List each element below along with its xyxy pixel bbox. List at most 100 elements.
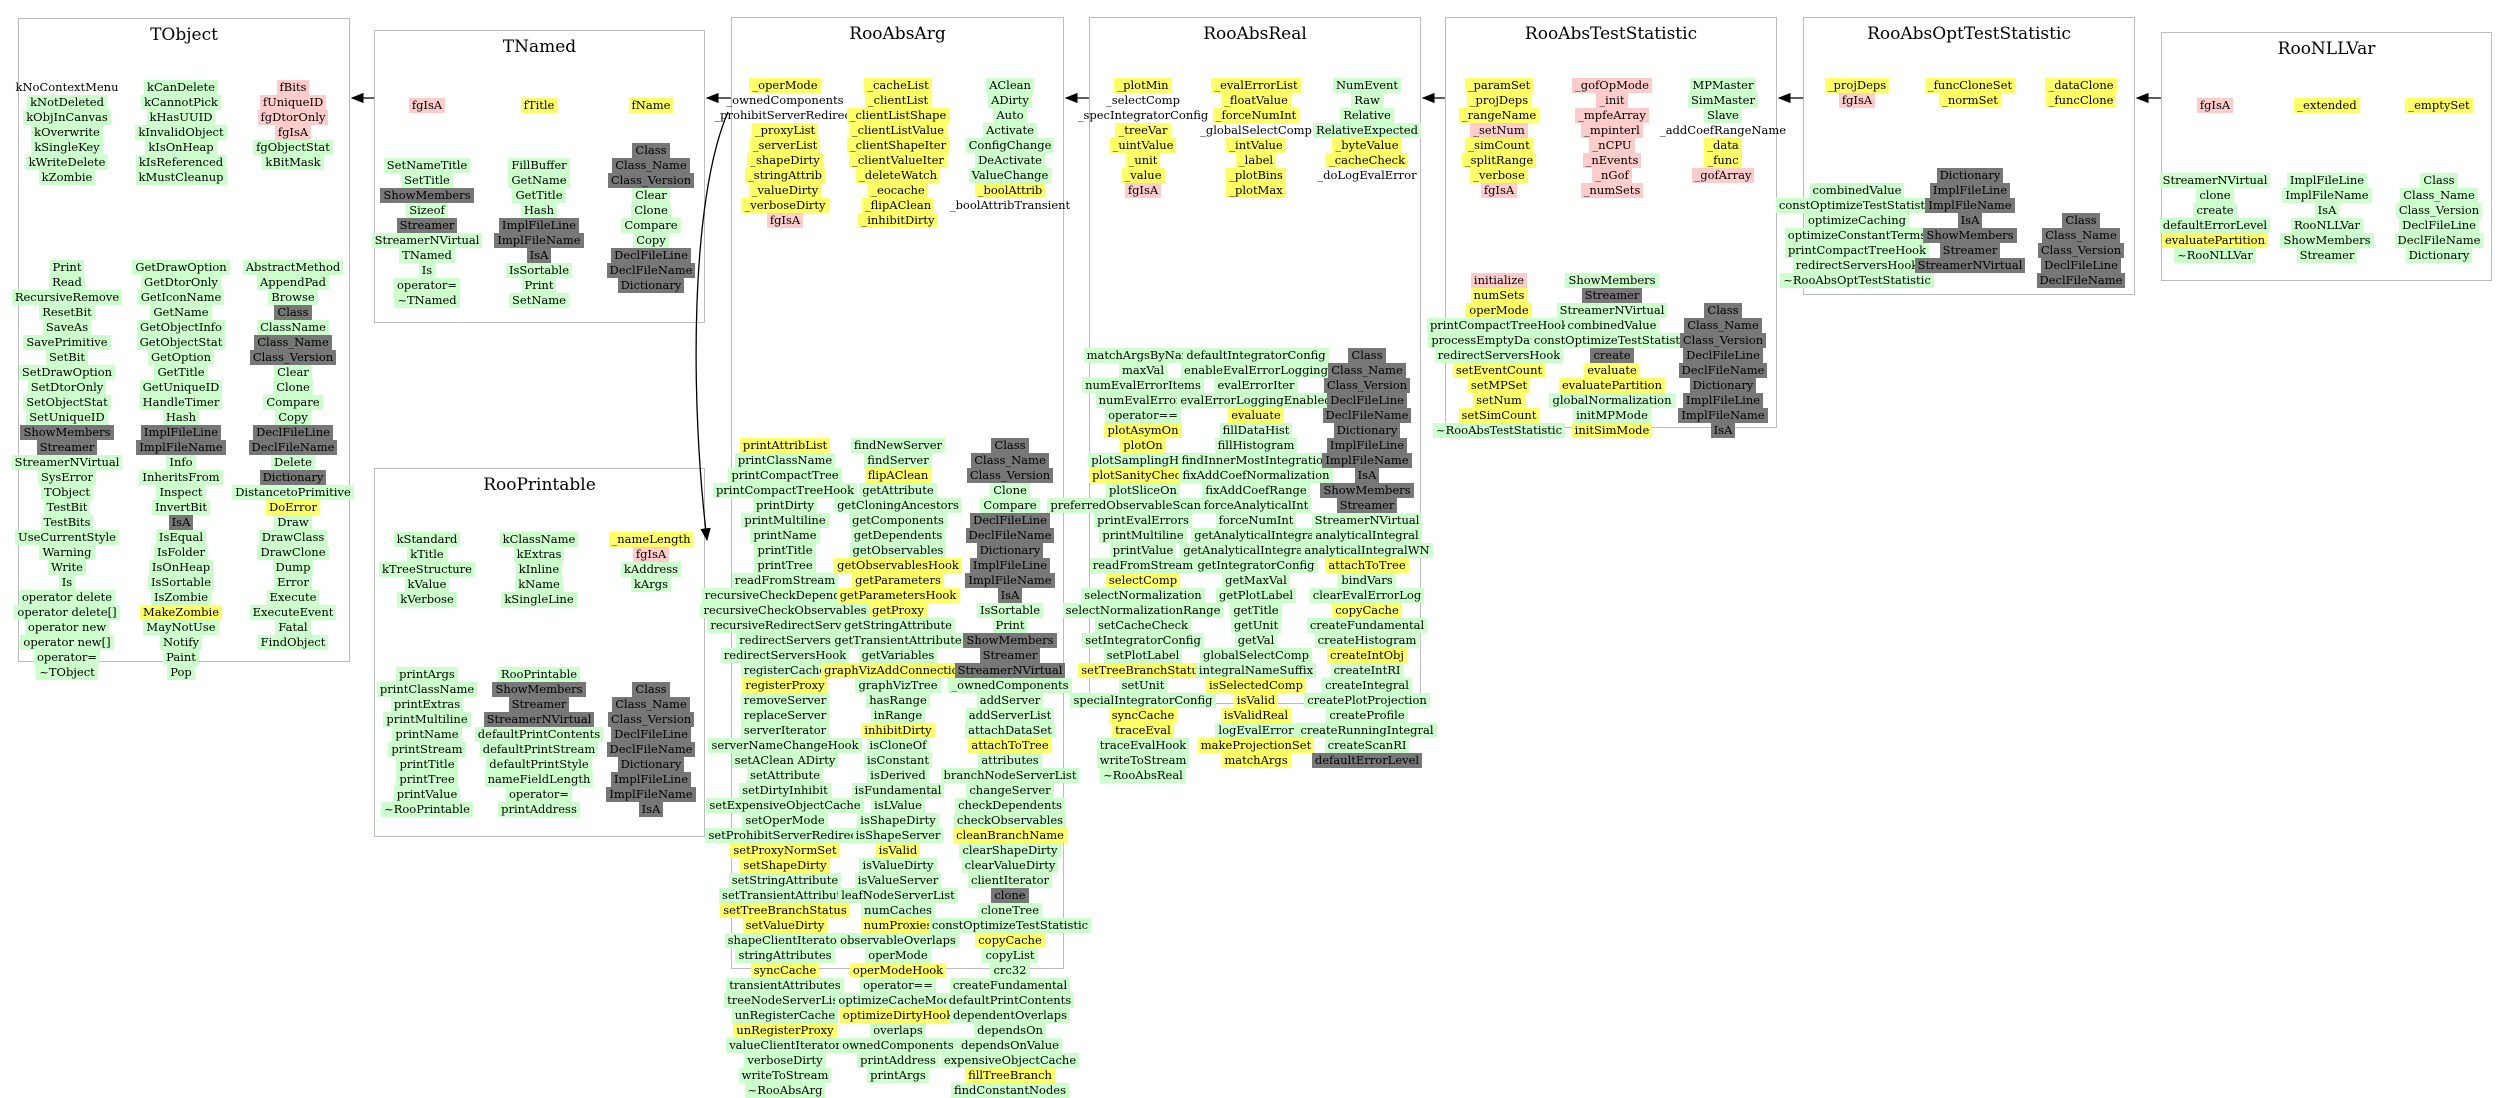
class-member: getAnalyticalIntegral [1191, 528, 1321, 543]
class-member: kWriteDelete [25, 155, 109, 170]
class-member: serverNameChangeHook [708, 738, 862, 753]
class-member: Relative [1340, 108, 1394, 123]
class-member: ImplFileLine [1326, 438, 1408, 453]
class-member: ClassName [257, 320, 329, 335]
member-column: kStandard kTitle kTreeStructure kValue kVerb… [347, 532, 507, 817]
class-member: _label [1235, 153, 1277, 168]
class-member: Clone [631, 203, 671, 218]
class-member: InheritsFrom [139, 470, 223, 485]
class-member: _flipAClean [861, 198, 935, 213]
class-member: setCacheCheck [1094, 618, 1192, 633]
class-member: printMultiline [741, 513, 829, 528]
class-member: checkDependents [955, 798, 1065, 813]
class-member: TestBit [43, 500, 91, 515]
member-column: fBits fUniqueID fgDtorOnly fgIsA fgObjectSta… [213, 80, 373, 650]
class-member: getTransientAttribute [831, 633, 965, 648]
class-member: isValueServer [854, 873, 942, 888]
class-member: _gofOpMode [1572, 78, 1652, 93]
class-member: kInvalidObject [135, 125, 227, 140]
class-member: numEvalErrors [1095, 393, 1191, 408]
class-member: printExtras [390, 697, 464, 712]
class-member: _nGof [1592, 168, 1632, 183]
class-member: IsA [997, 588, 1023, 603]
class-member: copyCache [975, 933, 1045, 948]
class-member: Execute [266, 590, 320, 605]
class-member: ShowMembers [1565, 273, 1659, 288]
class-member: Dictionary [617, 278, 685, 293]
class-member: DeclFileName [606, 263, 696, 278]
class-member: kSingleLine [501, 592, 577, 607]
class-member: getAttribute [859, 483, 937, 498]
class-member: fillDataHist [1219, 423, 1293, 438]
class-member: _cacheList [864, 78, 932, 93]
class-member: _rangeName [1458, 108, 1540, 123]
class-member: isShapeDirty [857, 813, 939, 828]
class-member: operator new [24, 620, 110, 635]
class-member: ImplFileName [136, 440, 226, 455]
class-member: ImplFileLine [1929, 183, 2011, 198]
class-member: kClassName [499, 532, 579, 547]
class-member: ~RooAbsArg [744, 1083, 826, 1098]
class-member: _mpinterl [1581, 123, 1643, 138]
class-member: SavePrimitive [23, 335, 111, 350]
class-member: Print [521, 278, 557, 293]
class-member: _boolAttribTransient [949, 198, 1071, 212]
class-member: defaultIntegratorConfig [1183, 348, 1329, 363]
class-member: clearShapeDirty [959, 843, 1061, 858]
member-column: fgIsA SetNameTitle SetTitle ShowMembers Size… [347, 98, 507, 308]
class-member: printStream [388, 742, 466, 757]
class-member: Dictionary [1689, 378, 1757, 393]
class-member: _splitRange [1461, 153, 1537, 168]
class-member: printName [392, 727, 462, 742]
class-member: enableEvalErrorLogging [1181, 363, 1331, 378]
class-member: redirectServers [736, 633, 834, 648]
class-member: setSimCount [1458, 408, 1540, 423]
member-column: fName Class Class_Name Class_Version Clear Cl… [571, 98, 731, 293]
class-member: IsZombie [150, 590, 212, 605]
class-member: ~RooAbsTestStatistic [1432, 423, 1566, 438]
class-member: printAttribList [739, 438, 831, 453]
class-member: ImplFileLine [610, 772, 692, 787]
class-member: fgIsA [408, 98, 446, 113]
class-member: Class_Name [254, 335, 332, 350]
class-member: printCompactTreeHook [712, 483, 858, 498]
class-member: syncCache [750, 963, 820, 978]
class-member: setExpensiveObjectCache [706, 798, 864, 813]
class-member: writeToStream [1096, 753, 1190, 768]
class-member: addServerList [965, 708, 1055, 723]
class-member: defaultPrintStream [479, 742, 599, 757]
arrow-rooabsarg-to-rooprintable [695, 111, 729, 542]
class-member: setShapeDirty [740, 858, 830, 873]
class-member: Class [991, 438, 1029, 453]
class-member: DeclFileLine [611, 727, 691, 742]
member-column: MPMaster SimMaster Slave _addCoefRangeName _… [1643, 78, 1803, 438]
class-member: IsA [1710, 423, 1736, 438]
class-member: AppendPad [256, 275, 330, 290]
class-member: hasRange [866, 693, 930, 708]
class-member: DeclFileName [1322, 408, 1412, 423]
class-member: makeProjectionSet [1197, 738, 1315, 753]
class-member: ImplFileName [965, 573, 1055, 588]
class-member: Clone [273, 380, 313, 395]
class-member: getDependents [850, 528, 946, 543]
class-member: operMode [1466, 303, 1532, 318]
class-member: AClean [986, 78, 1034, 93]
class-member: Clear [632, 188, 670, 203]
class-member: IsA [638, 802, 664, 817]
class-member: getObservables [849, 543, 947, 558]
class-member: IsOnHeap [148, 560, 214, 575]
class-member: removeServer [740, 693, 830, 708]
class-member: selectComp [1105, 573, 1181, 588]
class-member: dependentOverlaps [950, 1008, 1070, 1023]
class-member: printCompactTreeHook [1784, 243, 1930, 258]
class-member: Class_Name [971, 453, 1049, 468]
class-member: isFundamental [851, 783, 945, 798]
class-member: Compare [263, 395, 323, 410]
class-member: matchArgs [1221, 753, 1291, 768]
class-member: ImplFileName [606, 787, 696, 802]
class-member: setDirtyInhibit [739, 783, 831, 798]
class-member: setEventCount [1452, 363, 1546, 378]
class-member: _floatValue [1221, 93, 1291, 108]
member-column: _extended ImplFileLine ImplFileName IsA RooN… [2247, 98, 2407, 263]
class-member: DeclFileName [606, 742, 696, 757]
